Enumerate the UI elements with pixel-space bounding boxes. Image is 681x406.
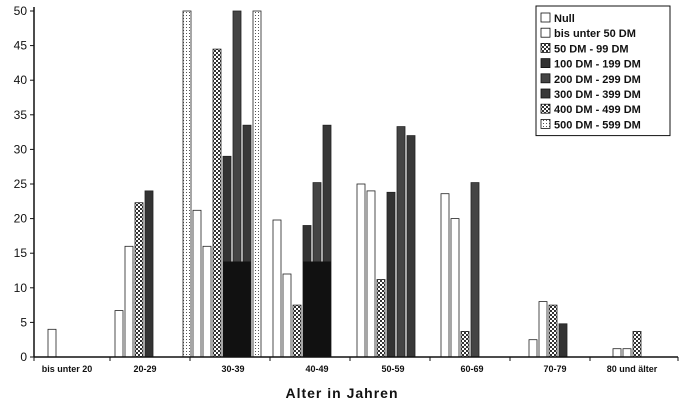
bar — [202, 245, 212, 358]
bar — [548, 304, 558, 358]
legend-label: 50 DM - 99 DM — [554, 43, 629, 55]
y-tick-label: 10 — [14, 281, 28, 295]
bar — [272, 219, 282, 358]
x-tick-label: 70-79 — [543, 364, 566, 374]
legend-label: Null — [554, 13, 575, 25]
bar — [282, 273, 292, 358]
legend-label: bis unter 50 DM — [554, 28, 636, 40]
x-tick-label: 20-29 — [133, 364, 156, 374]
bar — [386, 191, 396, 358]
legend-swatch — [540, 58, 551, 68]
bar — [450, 218, 460, 358]
legend-swatch — [540, 88, 551, 99]
y-tick-label: 30 — [14, 142, 28, 156]
bar — [622, 348, 632, 358]
legend-label: 200 DM - 299 DM — [554, 74, 641, 86]
legend-swatch — [540, 12, 551, 23]
bar — [252, 10, 262, 358]
x-tick-label: 30-39 — [221, 364, 244, 374]
bar — [470, 182, 480, 358]
bar — [292, 304, 302, 358]
legend-label: 400 DM - 499 DM — [554, 104, 641, 116]
bar-base-overlay — [223, 261, 251, 357]
legend-label: 500 DM - 599 DM — [554, 119, 641, 131]
y-tick-label: 25 — [14, 177, 28, 191]
legend-label: 300 DM - 399 DM — [554, 89, 641, 101]
legend-swatch — [540, 103, 551, 114]
y-tick-label: 15 — [14, 246, 28, 260]
x-tick-label: 60-69 — [460, 364, 483, 374]
bar — [460, 330, 470, 358]
legend: Null bis unter 50 DM 50 DM - 99 DM 100 DM -… — [535, 5, 671, 137]
bar — [528, 339, 538, 358]
bar — [558, 323, 568, 358]
bar — [356, 183, 366, 358]
bar — [406, 135, 416, 358]
legend-box — [535, 5, 671, 137]
axes-layer: 0 5 10 15 20 25 30 35 40 45 50 bis unter 20 20-29 30-… — [14, 4, 679, 374]
bar — [144, 190, 154, 358]
bar — [612, 348, 622, 358]
bar — [182, 10, 192, 358]
legend-swatch — [540, 119, 551, 129]
legend-swatch — [540, 73, 551, 84]
y-tick-label: 20 — [14, 212, 28, 226]
bar — [376, 279, 386, 358]
x-tick-label: 40-49 — [305, 364, 328, 374]
bar — [366, 190, 376, 358]
y-tick-label: 0 — [20, 350, 27, 364]
bar-base-overlay — [303, 261, 331, 357]
bar — [212, 48, 222, 358]
y-tick-label: 45 — [14, 39, 28, 53]
bar — [192, 209, 202, 358]
bar — [47, 328, 57, 358]
bar — [396, 126, 406, 358]
bars-layer — [47, 10, 642, 358]
bar — [114, 310, 124, 358]
bar — [632, 330, 642, 358]
bar — [124, 245, 134, 358]
x-tick-label: bis unter 20 — [42, 364, 93, 374]
legend-swatch — [540, 43, 551, 53]
y-tick-label: 50 — [14, 4, 28, 18]
x-tick-label: 80 und älter — [607, 364, 658, 374]
x-axis-title: Alter in Jahren — [285, 385, 398, 401]
y-tick-label: 5 — [20, 315, 27, 329]
bar — [440, 193, 450, 358]
y-tick-label: 40 — [14, 73, 28, 87]
legend-swatch — [540, 27, 551, 38]
y-tick-label: 35 — [14, 108, 28, 122]
legend-label: 100 DM - 199 DM — [554, 59, 641, 71]
bar — [538, 301, 548, 358]
bar — [134, 202, 144, 358]
x-tick-label: 50-59 — [381, 364, 404, 374]
